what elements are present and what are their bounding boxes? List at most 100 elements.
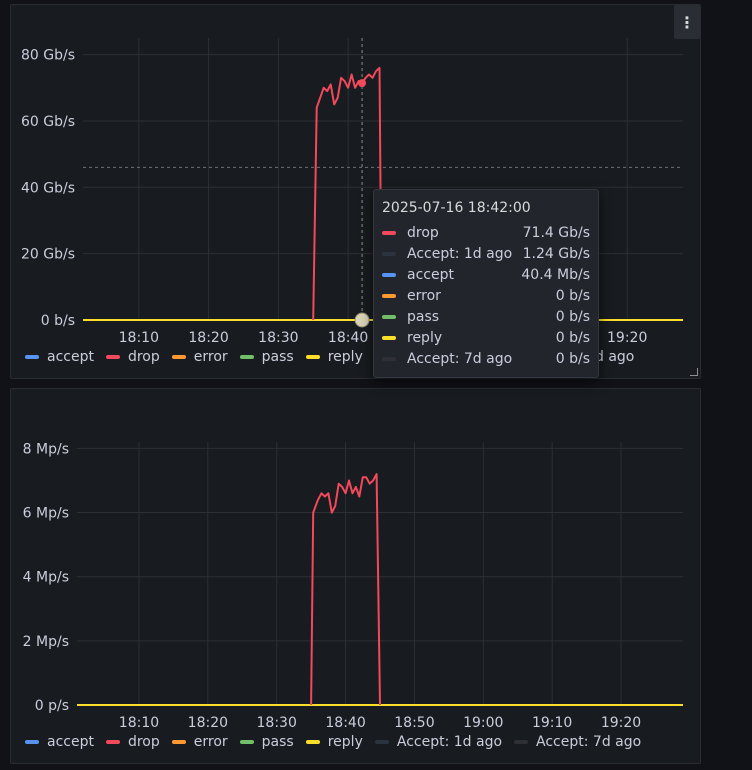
tooltip-swatch <box>382 293 396 298</box>
legend-item-error[interactable]: error <box>171 349 228 365</box>
legend-item-pass[interactable]: pass <box>239 349 294 365</box>
tooltip-swatch <box>382 272 396 277</box>
legend-swatch <box>105 740 120 744</box>
tooltip-series-name: Accept: 1d ago <box>407 245 513 262</box>
tooltip-series-name: reply <box>407 329 443 346</box>
hover-point <box>354 312 370 328</box>
legend-label: pass <box>261 349 294 365</box>
tooltip-series-name: drop <box>407 224 439 241</box>
tooltip-row-drop: drop 71.4 Gb/s <box>382 222 590 243</box>
legend-label: Accept: 7d ago <box>536 734 642 750</box>
legend-swatch <box>514 740 529 744</box>
x-tick-label: 18:30 <box>258 330 298 346</box>
y-tick-label: 0 b/s <box>41 313 75 329</box>
x-tick-label: 19:20 <box>607 330 647 346</box>
tooltip-row-accept: accept 40.4 Mb/s <box>382 264 590 285</box>
x-tick-label: 19:10 <box>532 715 572 731</box>
legend-swatch <box>105 355 120 359</box>
tooltip-row-accept-7d: Accept: 7d ago 0 b/s <box>382 348 590 369</box>
legend-swatch <box>374 740 389 744</box>
tooltip-series-value: 1.24 Gb/s <box>522 245 590 262</box>
legend-label: error <box>193 734 228 750</box>
legend-label: accept <box>47 734 94 750</box>
series-line-drop <box>312 66 383 321</box>
tooltip-swatch <box>382 251 396 256</box>
top-chart-legend: accept drop error pass reply <box>25 349 375 365</box>
legend-label: reply <box>327 349 363 365</box>
x-tick-label: 19:00 <box>463 715 503 731</box>
legend-item-accept-1d[interactable]: Accept: 1d ago <box>374 734 503 750</box>
series-line-drop <box>310 473 381 706</box>
y-tick-label: 40 Gb/s <box>21 180 75 196</box>
x-tick-label: 18:10 <box>119 715 159 731</box>
tooltip-series-value: 0 b/s <box>555 329 590 346</box>
legend-label: drop <box>127 349 160 365</box>
tooltip-row-accept-1d: Accept: 1d ago 1.24 Gb/s <box>382 243 590 264</box>
tooltip-row-reply: reply 0 b/s <box>382 327 590 348</box>
tooltip-series-value: 0 b/s <box>555 287 590 304</box>
tooltip-series-value: 40.4 Mb/s <box>521 266 590 283</box>
legend-swatch <box>25 740 39 744</box>
x-tick-label: 18:20 <box>188 330 228 346</box>
legend-item-accept-7d[interactable]: Accept: 7d ago <box>514 734 641 750</box>
x-tick-label: 18:30 <box>257 715 297 731</box>
legend-item-reply[interactable]: reply <box>305 349 363 365</box>
tooltip-series-name: accept <box>407 266 454 283</box>
x-tick-label: 18:50 <box>394 715 434 731</box>
panel-menu-button[interactable]: ⋮ <box>674 5 700 39</box>
y-tick-label: 8 Mp/s <box>23 441 69 457</box>
tooltip-time: 2025-07-16 18:42:00 <box>382 200 531 216</box>
bottom-chart-legend: accept drop error pass reply Accept: 1d ago Ac… <box>25 734 653 750</box>
y-tick-label: 2 Mp/s <box>23 634 69 650</box>
legend-label: reply <box>327 734 363 750</box>
legend-swatch <box>25 355 39 359</box>
bottom-chart[interactable]: 0 p/s 2 Mp/s 4 Mp/s 6 Mp/s 8 Mp/s 18:10 18:20 1… <box>11 389 702 765</box>
tooltip-series-value: 71.4 Gb/s <box>522 224 590 241</box>
resize-handle[interactable] <box>690 368 698 376</box>
legend-overflow-text: d ago <box>595 349 635 365</box>
legend-label: accept <box>47 349 94 365</box>
hover-point-drop <box>358 79 367 88</box>
chart-tooltip: 2025-07-16 18:42:00 drop 71.4 Gb/s Accept:… <box>373 189 599 378</box>
y-tick-label: 20 Gb/s <box>21 247 75 263</box>
legend-label: drop <box>127 734 160 750</box>
tooltip-swatch <box>382 356 396 361</box>
y-tick-label: 4 Mp/s <box>23 570 69 586</box>
legend-item-drop[interactable]: drop <box>105 349 160 365</box>
x-tick-label: 18:40 <box>328 330 368 346</box>
legend-item-accept[interactable]: accept <box>25 734 94 750</box>
legend-swatch <box>305 740 320 744</box>
legend-swatch <box>239 740 254 744</box>
legend-item-error[interactable]: error <box>171 734 228 750</box>
legend-label: Accept: 1d ago <box>396 734 503 750</box>
tooltip-row-pass: pass 0 b/s <box>382 306 590 327</box>
legend-item-reply[interactable]: reply <box>305 734 363 750</box>
tooltip-series-name: Accept: 7d ago <box>407 350 513 367</box>
y-tick-label: 60 Gb/s <box>21 114 75 130</box>
y-tick-label: 0 p/s <box>35 698 69 714</box>
legend-swatch <box>171 740 186 744</box>
tooltip-swatch <box>382 314 396 319</box>
y-tick-label: 80 Gb/s <box>21 48 75 64</box>
x-tick-label: 18:10 <box>119 330 159 346</box>
kebab-menu-icon: ⋮ <box>679 12 695 32</box>
x-tick-label: 18:40 <box>325 715 365 731</box>
tooltip-swatch <box>382 230 396 235</box>
y-tick-label: 6 Mp/s <box>23 506 69 522</box>
legend-item-drop[interactable]: drop <box>105 734 160 750</box>
tooltip-series-name: pass <box>407 308 440 325</box>
legend-swatch <box>171 355 186 359</box>
legend-label: pass <box>261 734 294 750</box>
tooltip-series-value: 0 b/s <box>555 308 590 325</box>
tooltip-series-value: 0 b/s <box>555 350 590 367</box>
legend-item-pass[interactable]: pass <box>239 734 294 750</box>
tooltip-row-error: error 0 b/s <box>382 285 590 306</box>
legend-swatch <box>239 355 254 359</box>
legend-label: error <box>193 349 228 365</box>
tooltip-series-name: error <box>407 287 441 304</box>
legend-item-accept[interactable]: accept <box>25 349 94 365</box>
x-tick-label: 19:20 <box>601 715 641 731</box>
legend-swatch <box>305 355 320 359</box>
bottom-chart-panel: 0 p/s 2 Mp/s 4 Mp/s 6 Mp/s 8 Mp/s 18:10 18:20 1… <box>10 388 701 764</box>
tooltip-swatch <box>382 335 396 340</box>
